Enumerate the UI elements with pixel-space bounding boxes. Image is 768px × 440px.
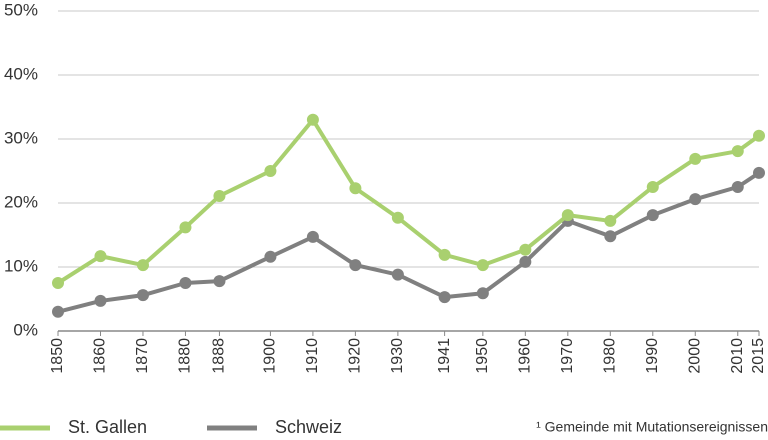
legend-label: St. Gallen (68, 417, 147, 437)
y-tick-label: 40% (4, 64, 38, 83)
data-point (179, 221, 192, 234)
data-point (519, 255, 532, 268)
data-point (52, 277, 64, 289)
footnote: ¹ Gemeinde mit Mutationsereignissen (536, 419, 768, 435)
x-tick-label: 2000 (686, 338, 703, 374)
data-point (349, 259, 362, 272)
data-point (264, 250, 277, 263)
data-point (179, 277, 192, 289)
data-point (561, 209, 574, 222)
data-point (689, 152, 702, 165)
data-point (391, 211, 404, 224)
data-point (264, 165, 277, 177)
y-tick-label: 50% (4, 0, 38, 19)
data-point (438, 291, 451, 304)
x-tick-label: 1850 (49, 338, 66, 374)
data-point (646, 181, 659, 193)
data-point (136, 259, 149, 272)
series-line (57, 171, 761, 314)
data-point (306, 113, 319, 126)
x-tick-label: 1910 (304, 338, 321, 374)
data-point (213, 275, 226, 288)
data-point (604, 214, 617, 227)
x-tick-label: 2010 (729, 338, 746, 374)
x-tick-label: 1860 (92, 338, 109, 374)
data-point (438, 248, 451, 261)
data-point (689, 193, 702, 206)
data-point (136, 289, 149, 302)
legend-label: Schweiz (275, 417, 342, 437)
data-point (391, 268, 404, 281)
y-tick-label: 20% (4, 192, 38, 211)
x-tick-label: 1880 (177, 338, 194, 374)
x-tick-label: 1888 (211, 338, 228, 374)
x-tick-label: 1970 (559, 338, 576, 374)
data-point (731, 181, 744, 193)
data-point (213, 189, 226, 202)
data-point (94, 294, 107, 307)
x-tick-label: 1930 (389, 338, 406, 374)
x-tick-label: 1870 (134, 338, 151, 374)
data-point (306, 230, 319, 243)
x-tick-label: 1980 (602, 338, 619, 374)
data-point (753, 129, 765, 142)
x-tick-label: 1900 (262, 338, 279, 374)
x-tick-label: 1960 (517, 338, 534, 374)
data-point (519, 243, 532, 256)
x-tick-label: 1941 (436, 338, 453, 374)
x-tick-label: 1920 (347, 338, 364, 374)
data-point (646, 209, 659, 222)
data-point (52, 305, 64, 318)
data-point (753, 166, 765, 179)
data-point (94, 250, 107, 263)
data-point (349, 182, 362, 195)
series-line (56, 117, 761, 285)
y-tick-label: 10% (4, 256, 38, 275)
data-point (476, 259, 489, 272)
y-tick-label: 0% (13, 320, 38, 339)
x-tick-label: 1950 (474, 338, 491, 374)
y-tick-label: 30% (4, 128, 38, 147)
x-tick-label: 1990 (644, 338, 661, 374)
data-point (731, 145, 744, 158)
data-point (476, 287, 489, 300)
data-point (604, 230, 617, 243)
x-tick-label: 2015 (750, 338, 767, 374)
